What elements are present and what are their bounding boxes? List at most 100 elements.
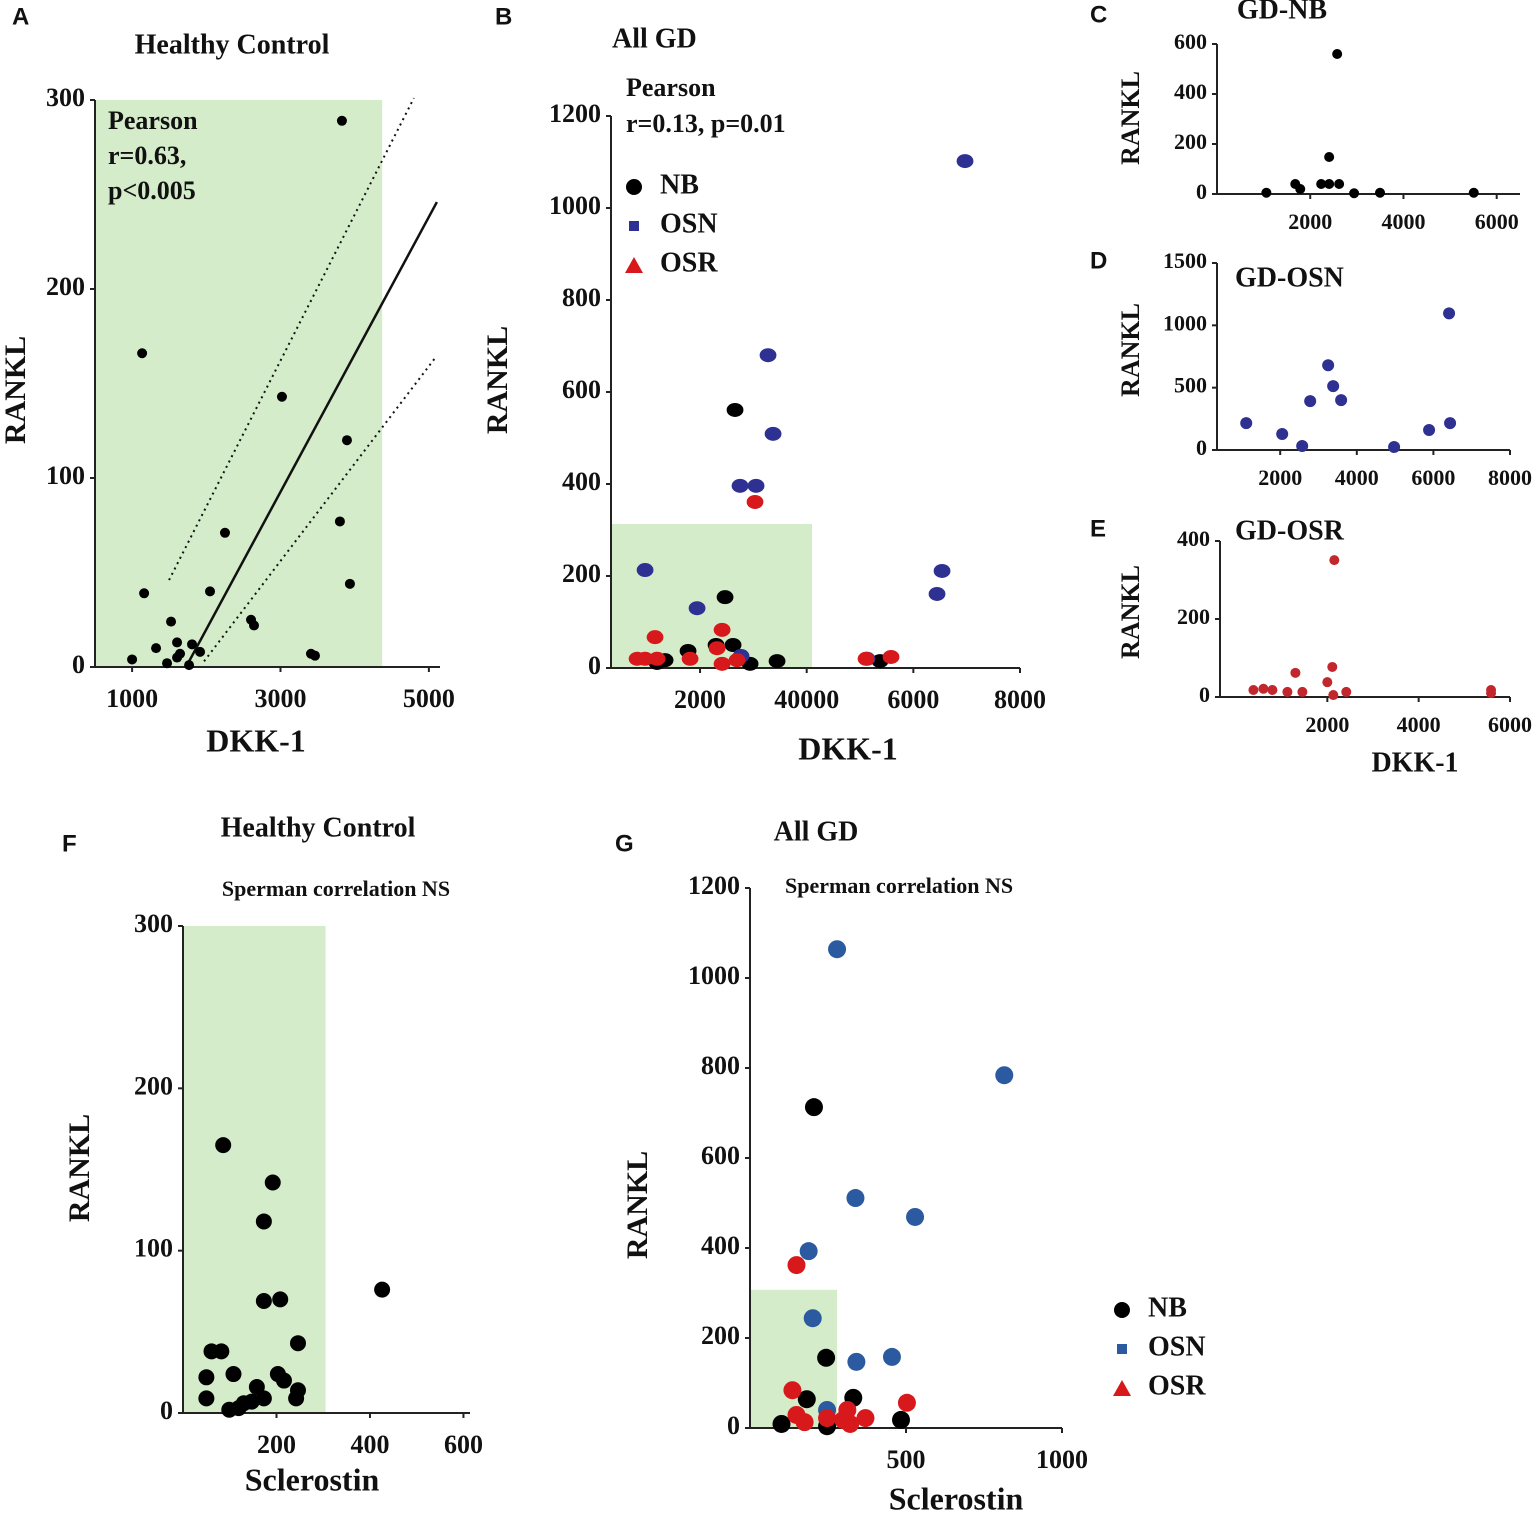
point xyxy=(1282,686,1293,697)
point xyxy=(857,651,875,666)
legend-marker xyxy=(625,257,643,273)
y-axis-label: RANKL xyxy=(63,1114,96,1222)
point xyxy=(818,1409,837,1428)
annotation: p<0.005 xyxy=(108,176,196,205)
chart-title: GD-OSR xyxy=(1235,515,1345,546)
y-tick-label: 200 xyxy=(1177,604,1210,629)
legend-marker xyxy=(629,221,639,231)
y-tick-label: 1000 xyxy=(688,961,740,990)
point xyxy=(795,1413,814,1432)
point xyxy=(799,1242,818,1261)
point xyxy=(198,1369,215,1386)
point xyxy=(933,563,951,578)
point xyxy=(1296,440,1309,453)
point xyxy=(127,654,138,665)
shaded-region xyxy=(95,100,383,667)
x-tick-label: 1000 xyxy=(1036,1445,1088,1474)
point xyxy=(1334,179,1345,189)
point xyxy=(841,1414,860,1433)
point xyxy=(681,651,699,666)
x-tick-label: 2000 xyxy=(1288,209,1332,234)
panel-label: G xyxy=(615,830,634,857)
point xyxy=(828,940,847,959)
point xyxy=(882,649,900,664)
y-tick-label: 600 xyxy=(701,1141,740,1170)
point xyxy=(205,586,215,597)
y-tick-label: 1200 xyxy=(549,99,601,128)
point xyxy=(897,1393,916,1412)
point xyxy=(151,643,162,654)
y-tick-label: 400 xyxy=(1174,79,1207,104)
point xyxy=(928,586,946,601)
legend-label: NB xyxy=(660,169,699,200)
point xyxy=(817,1348,836,1367)
point xyxy=(1324,179,1335,189)
y-axis-label: RANKL xyxy=(0,336,32,444)
legend-label: OSR xyxy=(1148,1370,1206,1401)
shaded-region xyxy=(183,926,326,1413)
y-tick-label: 0 xyxy=(1196,435,1207,460)
y-tick-label: 300 xyxy=(134,909,173,938)
y-tick-label: 0 xyxy=(1196,179,1207,204)
point xyxy=(1375,187,1386,198)
y-tick-label: 0 xyxy=(1199,682,1210,707)
point xyxy=(1322,677,1333,688)
point xyxy=(731,478,749,493)
point xyxy=(783,1381,802,1400)
x-axis-label: Sclerostin xyxy=(245,1461,380,1497)
x-axis-label: Sclerostin xyxy=(889,1480,1024,1516)
point xyxy=(344,578,355,589)
point xyxy=(139,588,150,599)
point xyxy=(1486,688,1497,699)
point xyxy=(1324,152,1335,162)
point xyxy=(768,654,786,669)
point xyxy=(803,1309,822,1328)
y-tick-label: 600 xyxy=(562,375,601,404)
x-tick-label: 8000 xyxy=(1488,465,1532,490)
annotation: r=0.63, xyxy=(108,141,186,170)
legend-marker xyxy=(1117,1344,1127,1354)
point xyxy=(713,622,731,637)
point xyxy=(219,527,230,538)
point xyxy=(1468,187,1479,198)
x-tick-label: 400 xyxy=(350,1430,389,1459)
y-tick-label: 0 xyxy=(160,1396,173,1425)
point xyxy=(726,402,744,417)
x-tick-label: 200 xyxy=(257,1430,296,1459)
x-tick-label: 6000 xyxy=(1411,465,1455,490)
chart-title: GD-OSN xyxy=(1235,262,1344,293)
point xyxy=(166,616,177,627)
y-tick-label: 100 xyxy=(134,1234,173,1263)
point xyxy=(1327,380,1340,393)
point xyxy=(995,1066,1014,1085)
point xyxy=(1341,686,1352,697)
point xyxy=(846,1189,865,1208)
x-tick-label: 600 xyxy=(444,1430,483,1459)
y-axis-label: RANKL xyxy=(1116,565,1145,659)
panel-label: B xyxy=(495,3,512,30)
point xyxy=(187,639,198,650)
y-axis-label: RANKL xyxy=(621,1151,654,1259)
point xyxy=(772,1414,791,1433)
point xyxy=(713,656,731,671)
legend-label: OSR xyxy=(660,247,718,278)
x-tick-label: 4000 xyxy=(1335,465,1379,490)
y-tick-label: 200 xyxy=(1174,129,1207,154)
x-tick-label: 40000 xyxy=(774,685,839,714)
y-tick-label: 400 xyxy=(562,467,601,496)
x-tick-label: 2000 xyxy=(674,685,726,714)
y-tick-label: 400 xyxy=(701,1231,740,1260)
point xyxy=(1329,555,1340,566)
annotation: Sperman correlation NS xyxy=(222,876,450,901)
point xyxy=(255,1213,272,1230)
point xyxy=(225,1366,242,1383)
point xyxy=(1327,661,1338,672)
point xyxy=(1332,49,1343,59)
annotation: Pearson xyxy=(626,73,716,102)
point xyxy=(235,1395,252,1412)
x-axis-label: DKK-1 xyxy=(1371,747,1458,778)
point xyxy=(892,1410,911,1429)
point xyxy=(255,1390,272,1407)
legend-marker xyxy=(626,179,642,195)
